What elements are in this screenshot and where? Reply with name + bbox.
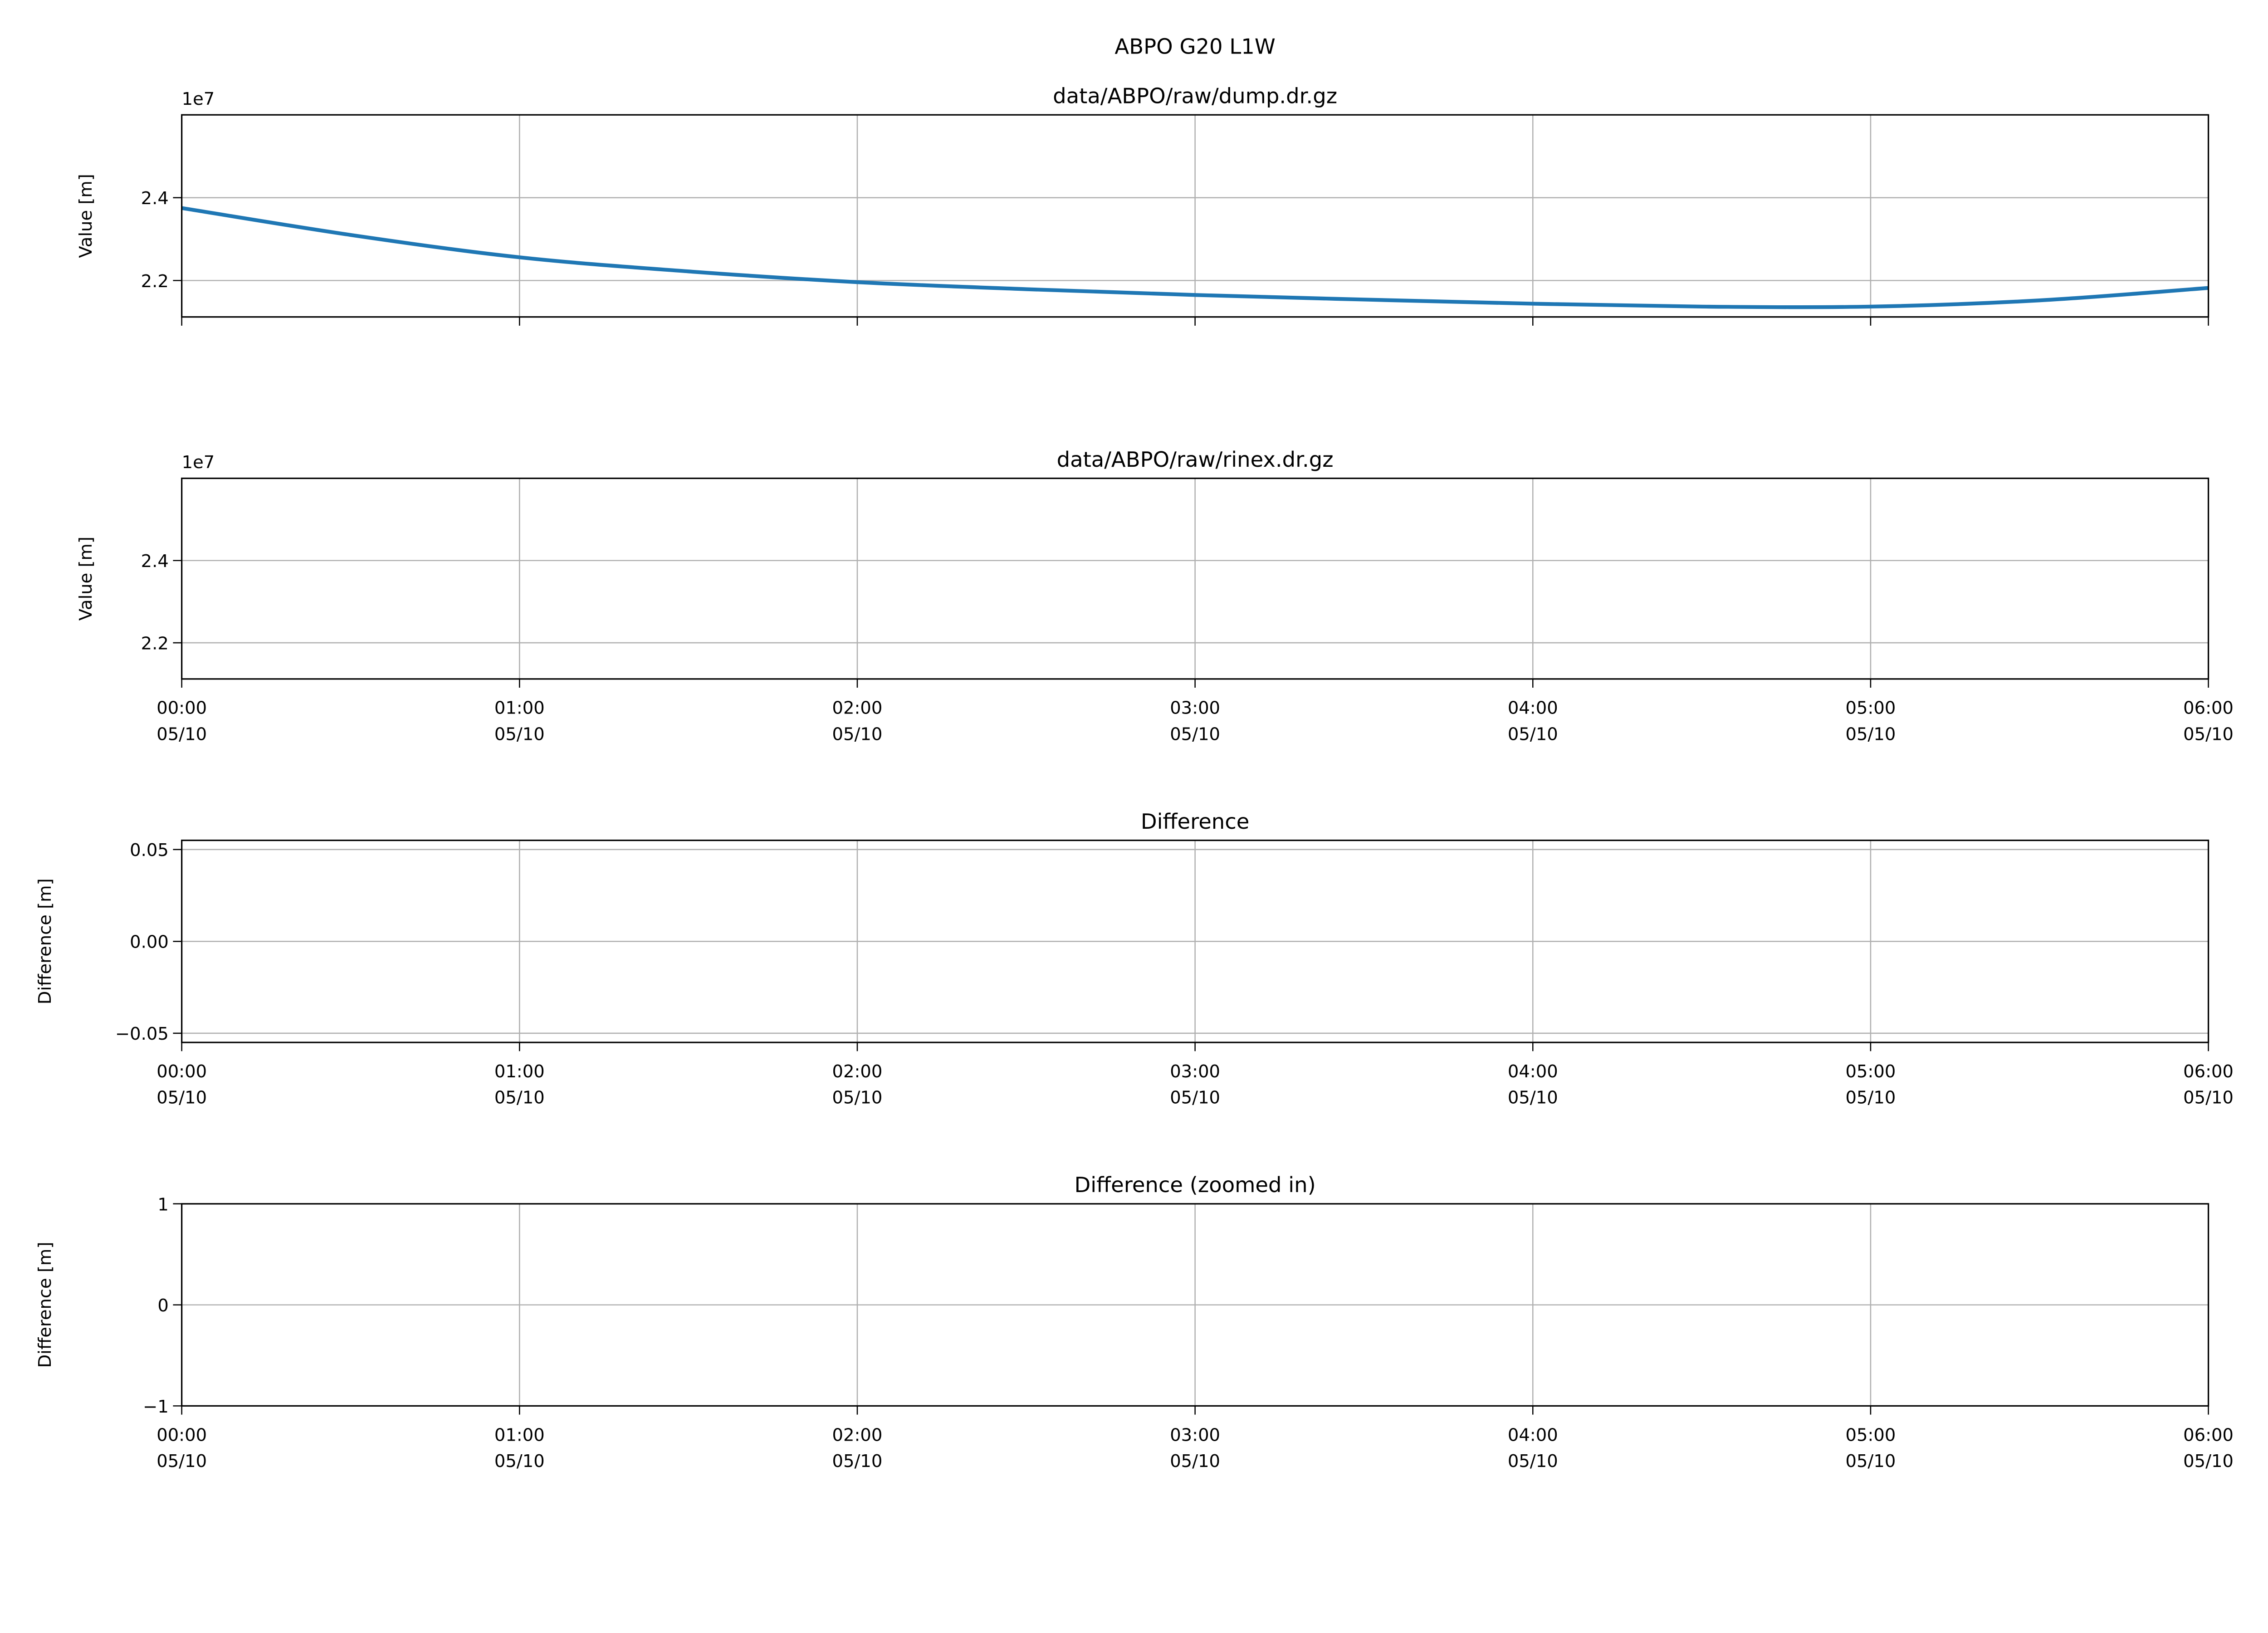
y-tick-label: 1 xyxy=(157,1194,168,1215)
x-tick-date-label: 05/10 xyxy=(156,724,207,744)
subplot-1: 2.2 2.4 data/ABPO/raw/dump.dr.gz 1e7 Value [… xyxy=(76,84,2209,326)
y-tick-label: −0.05 xyxy=(115,1024,169,1044)
axes-frame xyxy=(181,1203,2209,1407)
x-tick-label: 00:00 xyxy=(156,698,207,719)
x-tick-label: 03:00 xyxy=(1170,1425,1220,1445)
x-tick-label: 06:00 xyxy=(2183,698,2234,719)
y-axis-label: Value [m] xyxy=(76,174,96,258)
x-tick-date-label: 05/10 xyxy=(832,1088,883,1108)
x-tick-date-label: 05/10 xyxy=(1846,1088,1896,1108)
x-tick-date-label: 05/10 xyxy=(494,724,545,744)
x-tick-date-label: 05/10 xyxy=(1508,1451,1558,1472)
x-tick-date-label: 05/10 xyxy=(156,1451,207,1472)
x-tick-label: 03:00 xyxy=(1170,698,1220,719)
subplot-title: data/ABPO/raw/rinex.dr.gz xyxy=(1057,447,1334,472)
subplot-4: 00:00 05/10 01:00 05/10 02:00 05/10 03:00 05/10… xyxy=(35,1173,2234,1472)
x-tick-label: 01:00 xyxy=(494,1425,545,1445)
x-tick-label: 02:00 xyxy=(832,698,883,719)
x-tick-label: 02:00 xyxy=(832,1425,883,1445)
x-tick-date-label: 05/10 xyxy=(1846,1451,1896,1472)
figure-suptitle: ABPO G20 L1W xyxy=(1114,34,1275,59)
subplot-title: data/ABPO/raw/dump.dr.gz xyxy=(1053,84,1337,108)
x-tick-date-label: 05/10 xyxy=(832,724,883,744)
y-tick-label: 0 xyxy=(157,1296,168,1316)
y-tick-label: 0.05 xyxy=(130,840,169,861)
x-tick-date-label: 05/10 xyxy=(1170,1451,1220,1472)
x-tick-label: 05:00 xyxy=(1846,1061,1896,1082)
x-tick-date-label: 05/10 xyxy=(2183,1451,2234,1472)
axes-frame xyxy=(181,839,2209,1043)
x-tick-label: 01:00 xyxy=(494,698,545,719)
x-tick-date-label: 05/10 xyxy=(1508,724,1558,744)
x-tick-label: 00:00 xyxy=(156,1061,207,1082)
x-tick-label: 04:00 xyxy=(1508,698,1558,719)
x-tick-label: 04:00 xyxy=(1508,1061,1558,1082)
y-tick-label: 0.00 xyxy=(130,932,169,953)
axes-frame xyxy=(181,477,2209,680)
x-tick-date-label: 05/10 xyxy=(1508,1088,1558,1108)
y-axis-label: Difference [m] xyxy=(35,878,55,1004)
x-tick-date-label: 05/10 xyxy=(1846,724,1896,744)
x-tick-date-label: 05/10 xyxy=(494,1088,545,1108)
series-line xyxy=(181,206,2209,309)
y-tick-label: 2.2 xyxy=(141,271,169,292)
x-tick-date-label: 05/10 xyxy=(1170,1088,1220,1108)
x-tick-label: 02:00 xyxy=(832,1061,883,1082)
x-tick-date-label: 05/10 xyxy=(2183,724,2234,744)
x-tick-date-label: 05/10 xyxy=(1170,724,1220,744)
y-tick-label: 2.4 xyxy=(141,188,169,209)
y-offset-label: 1e7 xyxy=(182,452,215,473)
axes-frame xyxy=(181,114,2209,318)
y-tick-label: −1 xyxy=(143,1397,169,1417)
x-tick-label: 03:00 xyxy=(1170,1061,1220,1082)
y-tick-label: 2.2 xyxy=(141,633,169,654)
x-tick-date-label: 05/10 xyxy=(2183,1088,2234,1108)
x-tick-label: 05:00 xyxy=(1846,698,1896,719)
y-tick-label: 2.4 xyxy=(141,551,169,572)
y-axis-label: Value [m] xyxy=(76,537,96,621)
subplot-title: Difference (zoomed in) xyxy=(1074,1173,1315,1197)
x-tick-date-label: 05/10 xyxy=(156,1088,207,1108)
x-tick-label: 05:00 xyxy=(1846,1425,1896,1445)
x-tick-label: 01:00 xyxy=(494,1061,545,1082)
subplot-title: Difference xyxy=(1141,809,1250,834)
x-tick-date-label: 05/10 xyxy=(832,1451,883,1472)
x-tick-label: 00:00 xyxy=(156,1425,207,1445)
x-tick-date-label: 05/10 xyxy=(494,1451,545,1472)
x-tick-label: 06:00 xyxy=(2183,1061,2234,1082)
figure: ABPO G20 L1W 2.2 2.4 data/ABPO/raw/dump.dr… xyxy=(35,34,2234,1472)
subplot-2: 00:00 05/10 01:00 05/10 02:00 05/10 03:00 05/10… xyxy=(76,447,2234,745)
y-axis-label: Difference [m] xyxy=(35,1242,55,1368)
x-tick-label: 06:00 xyxy=(2183,1425,2234,1445)
y-offset-label: 1e7 xyxy=(182,89,215,109)
x-tick-label: 04:00 xyxy=(1508,1425,1558,1445)
subplot-3: 00:00 05/10 01:00 05/10 02:00 05/10 03:00 05/10… xyxy=(35,809,2234,1108)
